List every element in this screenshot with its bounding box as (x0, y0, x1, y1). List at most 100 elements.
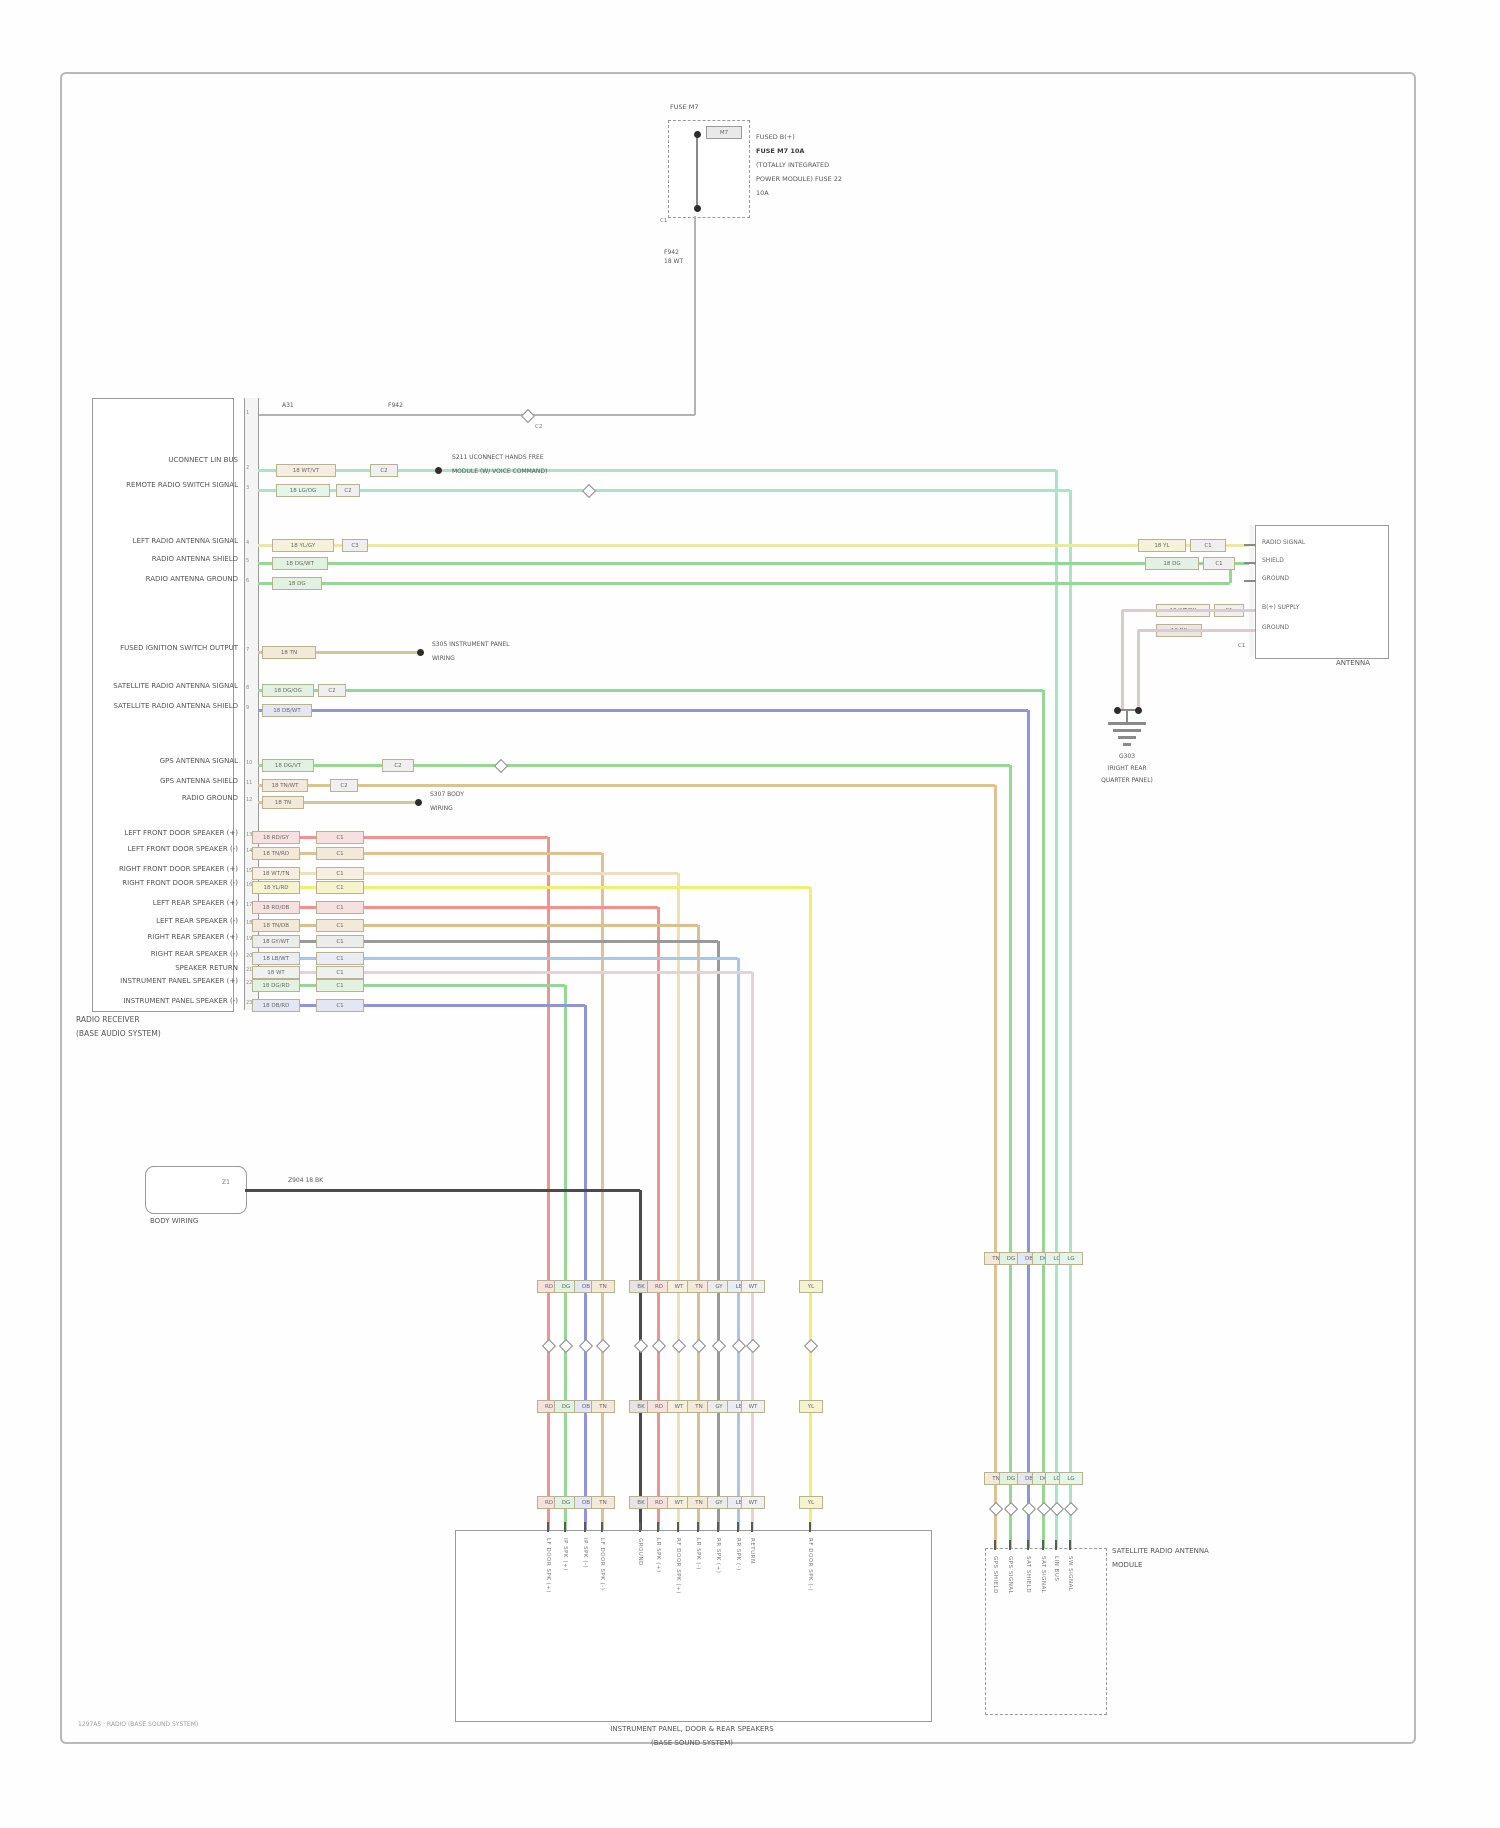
wire-gauge-label: C2 (336, 484, 360, 497)
ground-symbol-bar (1123, 743, 1131, 746)
radio-pin-label: RIGHT REAR SPEAKER (+) (147, 933, 238, 941)
lr-spk-neg-wire (258, 923, 698, 927)
antenna-b+-wire (1122, 608, 1255, 612)
splice-note: WIRING (430, 805, 453, 812)
fuse-element (696, 132, 698, 210)
sat-module-pin-tick (994, 1540, 996, 1550)
fuse-note-line: FUSED B(+) (756, 133, 795, 141)
wire-gauge-label: 18 WT (252, 966, 300, 979)
speaker-box-pin-name: IP SPK (+) (562, 1538, 568, 1571)
wire-gauge-label: 18 DB/RD (252, 999, 300, 1012)
radio-pin-number: 17 (246, 902, 253, 908)
radio-pin-number: 8 (246, 685, 250, 691)
wire-gauge-label: 18 RD/DB (252, 901, 300, 914)
radio-caption-1: RADIO RECEIVER (76, 1015, 140, 1024)
remote-switch-wire (258, 488, 1070, 492)
antenna-pin-label: B(+) SUPPLY (1262, 604, 1300, 611)
wire-gauge-label: 18 TN/WT (262, 779, 308, 792)
fuse-node-bottom (693, 204, 701, 212)
radio-pin-number: 4 (246, 540, 250, 546)
sat-antenna-module-box (985, 1548, 1107, 1715)
antenna-connector-edge (1249, 525, 1254, 657)
sat-module-pin-name: SAT SIGNAL (1040, 1556, 1046, 1594)
sat-module-pin-tick (1042, 1540, 1044, 1550)
speaker-box-pin-name: LF DOOR SPK (-) (599, 1538, 605, 1591)
uconnect-lin-wire (1054, 470, 1058, 1548)
wire-gauge-label: TN (591, 1496, 615, 1509)
fuse-note-line: FUSE M7 10A (756, 147, 805, 155)
fused-b+-wire (256, 413, 695, 417)
speaker-box-pin-tick (809, 1522, 811, 1532)
radio-pin-label: RIGHT FRONT DOOR SPEAKER (-) (122, 879, 238, 887)
wire-gauge-label: 18 TN/DB (252, 919, 300, 932)
fuse-wire-code2: 18 WT (664, 258, 684, 265)
fuse-node-top (693, 130, 701, 138)
speaker-box-pin-tick (751, 1522, 753, 1532)
antenna-gnd-wire (1138, 628, 1255, 632)
splice-note: S211 UCONNECT HANDS FREE (452, 454, 544, 461)
wire-gauge-label: C1 (1203, 557, 1235, 570)
rr-spk-pos-wire (716, 941, 720, 1530)
lr-spk-neg-wire (696, 925, 700, 1530)
radio-box (92, 398, 234, 1012)
antenna-pin-tick (1244, 544, 1256, 546)
sat-module-caption-1: SATELLITE RADIO ANTENNA (1112, 1547, 1209, 1555)
top-wire-label-b: F942 (388, 402, 403, 409)
wire-gauge-label: C1 (316, 952, 364, 965)
sat-signal-wire (1041, 690, 1045, 1548)
speaker-box-caption-1: INSTRUMENT PANEL, DOOR & REAR SPEAKERS (610, 1725, 774, 1733)
speaker-box-pin-name: LR SPK (-) (695, 1538, 701, 1571)
speaker-box-pin-tick (697, 1522, 699, 1532)
body-ground-wire (638, 1190, 642, 1530)
speaker-box-pin-name: RF DOOR SPK (+) (675, 1538, 681, 1594)
antenna-shield-wire (258, 561, 1255, 565)
speaker-box-caption-2: (BASE SOUND SYSTEM) (651, 1739, 733, 1747)
rf-spk-pos-wire (258, 871, 678, 875)
body-box-pin: Z1 (222, 1179, 230, 1186)
gps-shield-wire (258, 783, 995, 787)
sat-module-pin-name: GPS SIGNAL (1007, 1556, 1013, 1595)
sat-shield-wire (1026, 710, 1030, 1548)
radio-pin-label: SATELLITE RADIO ANTENNA SHIELD (113, 702, 238, 710)
radio-pin-label: LEFT REAR SPEAKER (-) (156, 917, 238, 925)
wire-gauge-label: LG (1059, 1252, 1083, 1265)
wire-gauge-label: YL (799, 1280, 823, 1293)
speaker-box-pin-name: LR SPK (+) (655, 1538, 661, 1573)
speaker-box-pin-name: RETURN (749, 1538, 755, 1564)
fuse-title: FUSE M7 (670, 103, 699, 111)
wire-gauge-label: C1 (316, 831, 364, 844)
splice-note: MODULE (W/ VOICE COMMAND) (452, 468, 548, 475)
radio-pin-number: 11 (246, 780, 253, 786)
speaker-box-pin-name: GROUND (637, 1538, 643, 1566)
lf-spk-pos-wire (546, 837, 550, 1530)
ip-spk-pos-wire (563, 985, 567, 1530)
radio-pin-number: 16 (246, 882, 253, 888)
sat-module-caption-2: MODULE (1112, 1561, 1143, 1569)
radio-pin-label: LEFT REAR SPEAKER (+) (152, 899, 238, 907)
ign-output-wire (258, 650, 420, 654)
antenna-pin-tick (1244, 562, 1256, 564)
body-wire-code: Z904 18 BK (288, 1177, 324, 1184)
radio-pin-label: RIGHT FRONT DOOR SPEAKER (+) (118, 865, 238, 873)
splice-note: WIRING (432, 655, 455, 662)
rf-spk-neg-wire (258, 885, 810, 889)
fuse-note-line: 10A (756, 189, 769, 197)
lf-spk-pos-wire (258, 835, 548, 839)
wire-gauge-label: 18 LB/WT (252, 952, 300, 965)
radio-pin-label: UCONNECT LIN BUS (168, 456, 238, 464)
speaker-box-pin-tick (547, 1522, 549, 1532)
speaker-box-pin-tick (677, 1522, 679, 1532)
radio-pin-label: SATELLITE RADIO ANTENNA SIGNAL (113, 682, 238, 690)
fuse-note-line: POWER MODULE) FUSE 22 (756, 175, 843, 183)
gps-signal-wire (1008, 765, 1012, 1548)
wire-gauge-label: 18 TN (262, 796, 304, 809)
radio-pin-label: LEFT FRONT DOOR SPEAKER (+) (124, 829, 238, 837)
wire-gauge-label: 18 DG (272, 577, 322, 590)
wire-gauge-label: 18 DB/WT (262, 704, 312, 717)
sat-module-pin-tick (1027, 1540, 1029, 1550)
splice-note: S305 INSTRUMENT PANEL (432, 641, 510, 648)
speaker-box-pin-tick (737, 1522, 739, 1532)
antenna-pin-label: GROUND (1262, 575, 1290, 582)
gps-signal-wire (258, 763, 1010, 767)
body-box-caption: BODY WIRING (150, 1217, 199, 1225)
